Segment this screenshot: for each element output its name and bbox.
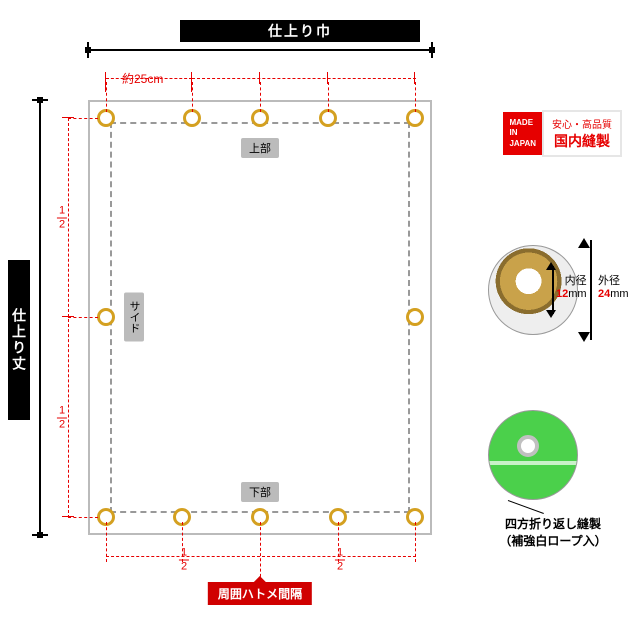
fraction-label: 12 [57, 406, 67, 431]
dim-val: 24 [598, 288, 610, 300]
grommet-icon [406, 308, 424, 326]
guide-v [415, 82, 416, 112]
position-side-label: サイド [124, 293, 144, 342]
badge-right: 安心・高品質 国内縫製 [542, 110, 622, 157]
dim-unit: mm [568, 288, 586, 300]
leader-line [508, 500, 544, 514]
tick [431, 42, 433, 58]
guide-v [260, 82, 261, 112]
dim-outer-line [590, 240, 592, 340]
fraction-label: 12 [57, 206, 67, 231]
width-rule [88, 49, 432, 51]
badge-made-text: MADEINJAPAN [509, 118, 536, 148]
fraction-label: 12 [335, 548, 345, 573]
dim-val: 12 [556, 288, 568, 300]
spacing-callout: 周囲ハトメ間隔 [208, 582, 312, 605]
spacing-callout-text: 周囲ハトメ間隔 [218, 587, 302, 601]
bottom-half-line [106, 556, 416, 557]
position-bottom-label: 下部 [241, 482, 279, 502]
guide-h [68, 118, 98, 119]
height-label: 仕上り丈 [9, 308, 29, 372]
height-label-bar: 仕上り丈 [8, 260, 30, 420]
made-in-japan-badge: MADEINJAPAN 安心・高品質 国内縫製 [503, 110, 622, 157]
grommet-in-photo [517, 435, 539, 457]
caption-line2: （補強白ロープ入） [499, 534, 606, 548]
grommet-icon [97, 308, 115, 326]
tick [87, 42, 89, 58]
guide-v [328, 82, 329, 112]
arrow-up-icon [546, 262, 556, 270]
spacing-text: 約25cm [122, 70, 163, 87]
guide-v [415, 522, 416, 562]
arrow-up-icon [578, 238, 590, 248]
caption-line1: 四方折り返し縫製 [505, 517, 601, 531]
side-half-line [68, 118, 69, 518]
canvas: 仕上り巾 仕上り丈 約25cm 12 12 12 12 上部 サイド 下部 周囲… [0, 0, 640, 640]
width-label: 仕上り巾 [268, 21, 332, 41]
fraction-label: 12 [179, 548, 189, 573]
arrow-down-icon [546, 310, 556, 318]
dim-unit: mm [610, 288, 628, 300]
guide-h [68, 517, 98, 518]
rope-line [489, 461, 577, 465]
spacing-line [192, 78, 416, 79]
guide-h [68, 317, 98, 318]
guide-v [106, 522, 107, 562]
position-top-label: 上部 [241, 138, 279, 158]
dim-inner-line [552, 266, 554, 314]
badge-main: 国内縫製 [552, 131, 612, 151]
dim-name: 外径 [598, 275, 620, 287]
outer-dim-label: 外径 24mm [598, 272, 629, 300]
guide-v [260, 522, 261, 582]
guide-v [106, 82, 107, 112]
badge-sub: 安心・高品質 [552, 120, 612, 131]
inner-dim-label: 内径 12mm [556, 272, 587, 300]
height-rule [39, 100, 41, 535]
badge-left: MADEINJAPAN [503, 112, 542, 155]
width-label-bar: 仕上り巾 [180, 20, 420, 42]
corner-photo [488, 410, 578, 500]
arrow-down-icon [578, 332, 590, 342]
tick [32, 99, 48, 101]
dim-name: 内径 [565, 275, 587, 287]
guide-v [192, 82, 193, 112]
tick [32, 534, 48, 536]
fold-line [110, 122, 410, 513]
corner-caption: 四方折り返し縫製 （補強白ロープ入） [468, 516, 638, 550]
